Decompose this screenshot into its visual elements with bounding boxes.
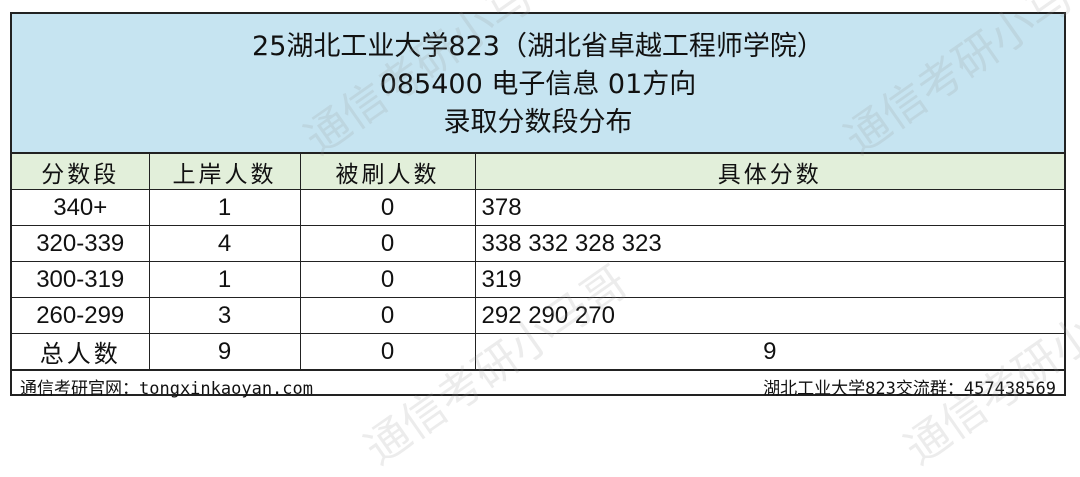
cell-admitted: 1: [148, 261, 301, 298]
cell-rejected: 0: [299, 297, 476, 334]
cell-range: 300-319: [12, 261, 150, 298]
cell-range: 340+: [12, 189, 150, 226]
cell-admitted: 4: [148, 225, 301, 262]
footer: 通信考研官网：tongxinkaoyan.com 湖北工业大学823交流群：45…: [12, 370, 1064, 401]
cell-rejected: 0: [299, 261, 476, 298]
score-table-card: 25湖北工业大学823（湖北省卓越工程师学院） 085400 电子信息 01方向…: [10, 12, 1066, 399]
total-rejected: 0: [299, 333, 476, 370]
title-line3: 录取分数段分布: [443, 107, 633, 138]
table-row: 260-299 3 0 292 290 270: [12, 297, 1064, 334]
footer-group: 湖北工业大学823交流群：457438569: [763, 378, 1056, 399]
table-row: 320-339 4 0 338 332 328 323: [12, 225, 1064, 262]
table-row: 300-319 1 0 319: [12, 261, 1064, 298]
total-scores: 9: [474, 333, 1064, 370]
cell-scores: 338 332 328 323: [474, 225, 1064, 262]
score-table: 分数段 上岸人数 被刷人数 具体分数 340+ 1 0 378 320-339 4 0 33…: [12, 154, 1064, 370]
cell-range: 320-339: [12, 225, 150, 262]
title-line1: 25湖北工业大学823（湖北省卓越工程师学院）: [252, 31, 824, 62]
cell-admitted: 3: [148, 297, 301, 334]
cell-scores: 292 290 270: [474, 297, 1064, 334]
cell-rejected: 0: [299, 225, 476, 262]
cell-range: 260-299: [12, 297, 150, 334]
footer-website: 通信考研官网：tongxinkaoyan.com: [20, 378, 313, 399]
col-header-scores: 具体分数: [474, 154, 1064, 190]
cell-rejected: 0: [299, 189, 476, 226]
col-header-range: 分数段: [12, 154, 150, 190]
table-title: 25湖北工业大学823（湖北省卓越工程师学院） 085400 电子信息 01方向…: [12, 14, 1064, 154]
total-admitted: 9: [148, 333, 301, 370]
cell-scores: 319: [474, 261, 1064, 298]
title-line2: 085400 电子信息 01方向: [379, 69, 697, 100]
cell-scores: 378: [474, 189, 1064, 226]
total-label: 总人数: [12, 333, 150, 370]
header-row: 分数段 上岸人数 被刷人数 具体分数: [12, 154, 1064, 190]
col-header-admitted: 上岸人数: [148, 154, 301, 190]
cell-admitted: 1: [148, 189, 301, 226]
table-row: 340+ 1 0 378: [12, 189, 1064, 226]
total-row: 总人数 9 0 9: [12, 333, 1064, 370]
col-header-rejected: 被刷人数: [299, 154, 476, 190]
